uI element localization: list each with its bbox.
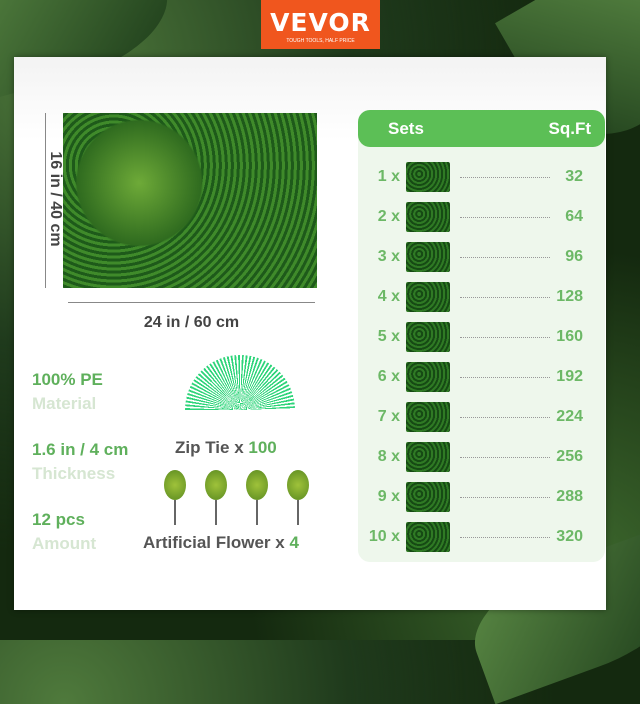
grass-swatch xyxy=(406,482,450,512)
row-sqft: 320 xyxy=(556,528,583,545)
table-row: 4 x 128 xyxy=(358,282,605,312)
flower-icon xyxy=(246,470,268,525)
dotted-leader xyxy=(460,496,550,498)
flower-text: Artificial Flower x xyxy=(143,533,290,552)
spec-amount: 12 pcs Amount xyxy=(32,510,96,554)
row-sets: 5 x xyxy=(377,328,400,345)
grass-swatch xyxy=(406,522,450,552)
grass-swatch xyxy=(406,442,450,472)
row-sets: 2 x xyxy=(377,208,400,225)
row-sets: 1 x xyxy=(377,168,400,185)
grass-swatch xyxy=(406,322,450,352)
dotted-leader xyxy=(460,256,550,258)
grass-swatch xyxy=(406,362,450,392)
row-sets: 6 x xyxy=(377,368,400,385)
zip-tie-label: Zip Tie x 100 xyxy=(175,438,277,458)
row-sets: 10 x xyxy=(368,528,400,545)
table-row: 8 x 256 xyxy=(358,442,605,472)
table-row: 1 x 32 xyxy=(358,162,605,192)
spec-label: Amount xyxy=(32,534,97,553)
row-sqft: 128 xyxy=(556,288,583,305)
table-row: 10 x 320 xyxy=(358,522,605,552)
row-sets: 8 x xyxy=(377,448,400,465)
grass-swatch xyxy=(406,162,450,192)
spec-label: Thickness xyxy=(32,464,116,483)
height-dimension-line xyxy=(45,113,46,288)
spec-thickness: 1.6 in / 4 cm Thickness xyxy=(32,440,128,484)
table-row: 7 x 224 xyxy=(358,402,605,432)
grass-panel-image xyxy=(63,113,317,288)
table-header: Sets Sq.Ft xyxy=(358,110,605,147)
zip-tie-text: Zip Tie x xyxy=(175,438,249,457)
dotted-leader xyxy=(460,376,550,378)
row-sqft: 96 xyxy=(565,248,583,265)
brand-name: VEVOR xyxy=(270,8,371,37)
brand-tagline: TOUGH TOOLS, HALF PRICE xyxy=(286,38,355,44)
dotted-leader xyxy=(460,296,550,298)
spec-value: 1.6 in / 4 cm xyxy=(32,440,129,459)
grass-swatch xyxy=(406,282,450,312)
height-label: 16 in / 40 cm xyxy=(47,151,64,247)
grass-swatch xyxy=(406,402,450,432)
row-sets: 4 x xyxy=(377,288,400,305)
width-label: 24 in / 60 cm xyxy=(143,314,240,331)
table-row: 6 x 192 xyxy=(358,362,605,392)
brand-logo: VEVOR TOUGH TOOLS, HALF PRICE xyxy=(261,0,380,49)
row-sqft: 160 xyxy=(556,328,583,345)
row-sqft: 288 xyxy=(556,488,583,505)
table-row: 2 x 64 xyxy=(358,202,605,232)
spec-value: 100% PE xyxy=(32,370,103,389)
spec-material: 100% PE Material xyxy=(32,370,103,414)
flower-icon xyxy=(287,470,309,525)
dotted-leader xyxy=(460,456,550,458)
row-sqft: 224 xyxy=(556,408,583,425)
spec-value: 12 pcs xyxy=(32,510,85,529)
dotted-leader xyxy=(460,216,550,218)
table-row: 9 x 288 xyxy=(358,482,605,512)
header-sets: Sets xyxy=(388,118,424,138)
row-sets: 9 x xyxy=(377,488,400,505)
dotted-leader xyxy=(460,536,550,538)
dotted-leader xyxy=(460,336,550,338)
flower-icon xyxy=(205,470,227,525)
zip-tie-count: 100 xyxy=(248,438,277,457)
row-sqft: 64 xyxy=(565,208,583,225)
flower-count: 4 xyxy=(289,533,299,552)
grass-swatch xyxy=(406,202,450,232)
row-sqft: 256 xyxy=(556,448,583,465)
dotted-leader xyxy=(460,176,550,178)
row-sqft: 32 xyxy=(565,168,583,185)
dotted-leader xyxy=(460,416,550,418)
grass-swatch xyxy=(406,242,450,272)
flower-icon xyxy=(164,470,186,525)
width-dimension-line xyxy=(68,302,315,303)
flower-label: Artificial Flower x 4 xyxy=(143,533,299,553)
row-sqft: 192 xyxy=(556,368,583,385)
header-sqft: Sq.Ft xyxy=(548,118,592,138)
row-sets: 7 x xyxy=(377,408,400,425)
spec-label: Material xyxy=(32,394,97,413)
coverage-table: Sets Sq.Ft 1 x 32 2 x 64 3 x 96 4 x 128 5 x 160 6 … xyxy=(358,110,605,562)
table-row: 3 x 96 xyxy=(358,242,605,272)
table-row: 5 x 160 xyxy=(358,322,605,352)
row-sets: 3 x xyxy=(377,248,400,265)
